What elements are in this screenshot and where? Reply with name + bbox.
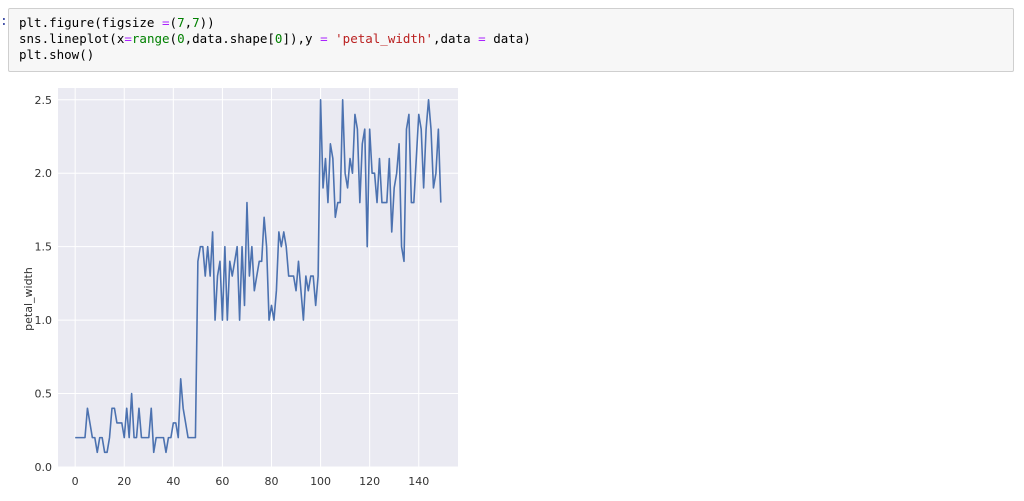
code-cell-input[interactable]: plt.figure(figsize =(7,7)) sns.lineplot(… (8, 8, 1014, 72)
code-token: = (162, 15, 170, 30)
code-token: 'petal_width' (335, 31, 433, 46)
code-token: plt.show() (19, 47, 95, 62)
code-token: 0 (274, 31, 283, 46)
y-axis-ticks: 0.0 0.5 1.0 1.5 2.0 2.5 (35, 94, 53, 474)
code-token: data) (485, 31, 531, 46)
y-axis-label: petal_width (22, 267, 35, 331)
code-token: = (478, 31, 486, 46)
code-token: )) (199, 15, 215, 30)
code-token: ( (169, 31, 178, 46)
cell-output: 0.0 0.5 1.0 1.5 2.0 2.5 0 20 40 60 80 100 120 140 pe… (0, 78, 1024, 497)
x-tick-label: 140 (408, 475, 429, 488)
y-tick-label: 2.5 (35, 94, 53, 107)
code-token: , (184, 15, 193, 30)
code-line: sns.lineplot(x=range(0,data.shape[0]),y … (19, 31, 531, 47)
x-tick-label: 0 (72, 475, 79, 488)
code-token: 0 (177, 31, 185, 46)
code-token: = (320, 31, 328, 46)
x-tick-label: 60 (215, 475, 229, 488)
y-tick-label: 0.5 (35, 388, 53, 401)
x-tick-label: 20 (117, 475, 131, 488)
code-token (328, 31, 336, 46)
y-tick-label: 1.0 (35, 314, 53, 327)
x-tick-label: 100 (310, 475, 331, 488)
code-token: 7 (177, 15, 185, 30)
code-token: ,data (432, 31, 479, 46)
x-tick-label: 40 (166, 475, 180, 488)
code-token: plt.figure(figsize (19, 15, 162, 30)
line-chart: 0.0 0.5 1.0 1.5 2.0 2.5 0 20 40 60 80 100 120 140 pe… (22, 88, 458, 488)
code-token: ,data.shape[ (184, 31, 275, 46)
code-line: plt.show() (19, 47, 94, 63)
code-token: 7 (192, 15, 200, 30)
plot-area (58, 88, 458, 467)
code-token: ( (169, 15, 178, 30)
code-token: range (131, 31, 170, 46)
code-token: ]),y (282, 31, 321, 46)
code-line: plt.figure(figsize =(7,7)) (19, 15, 215, 31)
x-tick-label: 80 (264, 475, 278, 488)
code-token: = (124, 31, 132, 46)
x-axis-ticks: 0 20 40 60 80 100 120 140 (72, 475, 430, 488)
x-tick-label: 120 (359, 475, 380, 488)
cell-prompt: : (0, 14, 8, 29)
code-token: sns.lineplot(x (19, 31, 125, 46)
y-tick-label: 1.5 (35, 241, 53, 254)
y-tick-label: 2.0 (35, 167, 53, 180)
series-line (75, 98, 442, 454)
y-tick-label: 0.0 (35, 461, 53, 474)
